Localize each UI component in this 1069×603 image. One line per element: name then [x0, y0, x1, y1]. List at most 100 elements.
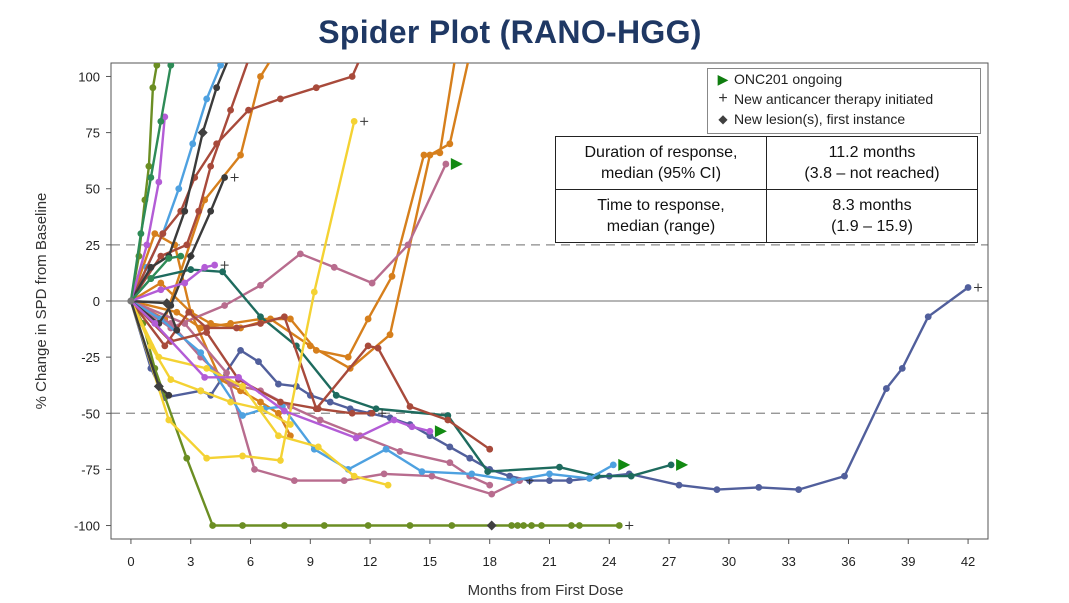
data-point — [239, 522, 246, 529]
y-tick-label: -75 — [81, 462, 100, 477]
data-point — [173, 308, 181, 316]
data-point — [340, 477, 348, 485]
data-point — [755, 483, 763, 491]
data-point — [213, 84, 221, 92]
data-point — [350, 472, 358, 480]
legend-label: New lesion(s), first instance — [734, 111, 906, 127]
data-point — [514, 522, 522, 529]
data-point — [924, 313, 932, 321]
data-point — [277, 398, 284, 406]
data-point — [147, 342, 155, 350]
data-point — [203, 95, 211, 103]
data-point — [165, 416, 173, 424]
data-point — [286, 315, 294, 323]
data-point — [165, 391, 173, 399]
data-point — [386, 331, 394, 339]
data-point — [546, 470, 553, 478]
data-point — [147, 275, 155, 282]
data-point — [388, 272, 396, 280]
data-point — [466, 51, 473, 58]
x-tick-label: 24 — [602, 554, 616, 569]
y-tick-label: 0 — [93, 294, 100, 309]
data-point — [195, 207, 203, 215]
data-point — [452, 51, 459, 58]
new-therapy-plus — [378, 409, 387, 418]
data-point — [167, 376, 175, 383]
data-point — [257, 398, 264, 406]
stats-row-time-to-response: Time to response, median (range) 8.3 mon… — [555, 189, 978, 243]
data-point — [486, 481, 494, 489]
x-tick-label: 12 — [363, 554, 377, 569]
data-point — [157, 117, 165, 125]
data-point — [161, 342, 169, 350]
data-point — [213, 140, 221, 148]
data-point — [348, 73, 356, 80]
data-point — [197, 324, 205, 332]
data-point — [446, 459, 454, 467]
data-point — [436, 149, 444, 157]
data-point — [137, 230, 145, 238]
data-point — [245, 106, 252, 114]
data-point — [667, 461, 675, 469]
y-tick-label: -100 — [74, 519, 100, 534]
data-point — [187, 266, 195, 273]
data-point — [320, 522, 328, 529]
response-stats-table: Duration of response, median (95% CI) 11… — [555, 136, 978, 243]
series-line-patient-16 — [129, 63, 360, 302]
data-point — [538, 522, 545, 529]
data-point — [173, 326, 181, 334]
data-point — [675, 481, 683, 489]
legend-item-new-therapy: + New anticancer therapy initiated — [708, 89, 980, 109]
data-point — [286, 421, 294, 428]
ongoing-triangle — [676, 458, 689, 471]
data-point — [149, 84, 157, 92]
data-point — [159, 230, 167, 238]
data-point — [275, 432, 282, 440]
stats-label-line: median (range) — [606, 218, 716, 235]
data-point — [227, 51, 234, 58]
data-point — [257, 73, 264, 80]
data-point — [312, 346, 320, 354]
data-point — [271, 51, 278, 58]
series-group — [129, 51, 983, 531]
data-point — [257, 320, 264, 327]
data-point — [364, 315, 372, 323]
y-tick-label: -25 — [81, 350, 100, 365]
stats-value-line: (1.9 – 15.9) — [831, 218, 913, 235]
data-point — [359, 51, 366, 58]
data-point — [510, 477, 518, 485]
data-point — [364, 342, 372, 350]
data-point — [257, 281, 264, 289]
data-point — [157, 51, 164, 58]
data-point — [290, 477, 298, 485]
data-point — [175, 185, 183, 193]
data-point — [404, 241, 412, 249]
data-point — [181, 279, 189, 287]
data-point — [255, 358, 262, 366]
stats-label-line: median (95% CI) — [600, 165, 722, 182]
data-point — [143, 241, 151, 249]
data-point — [546, 477, 553, 485]
diamond-icon: ◆ — [718, 112, 728, 126]
data-point — [964, 284, 972, 291]
data-point — [201, 373, 209, 381]
x-axis-label: Months from First Dose — [468, 582, 624, 599]
data-point — [209, 522, 217, 529]
data-point — [201, 263, 209, 271]
data-point — [898, 364, 906, 372]
data-point — [396, 448, 404, 455]
data-point — [219, 268, 227, 276]
data-point — [151, 320, 159, 327]
data-point — [153, 63, 161, 69]
data-point — [314, 443, 322, 451]
legend: ▶ ONC201 ongoing + New anticancer therap… — [707, 68, 981, 134]
stats-label: Duration of response, median (95% CI) — [555, 136, 767, 190]
data-point — [207, 207, 215, 215]
x-tick-label: 39 — [901, 554, 915, 569]
stats-label: Time to response, median (range) — [555, 189, 767, 243]
data-point — [277, 457, 284, 464]
x-tick-label: 9 — [307, 554, 314, 569]
legend-label: ONC201 ongoing — [734, 71, 843, 87]
data-point — [157, 286, 165, 294]
